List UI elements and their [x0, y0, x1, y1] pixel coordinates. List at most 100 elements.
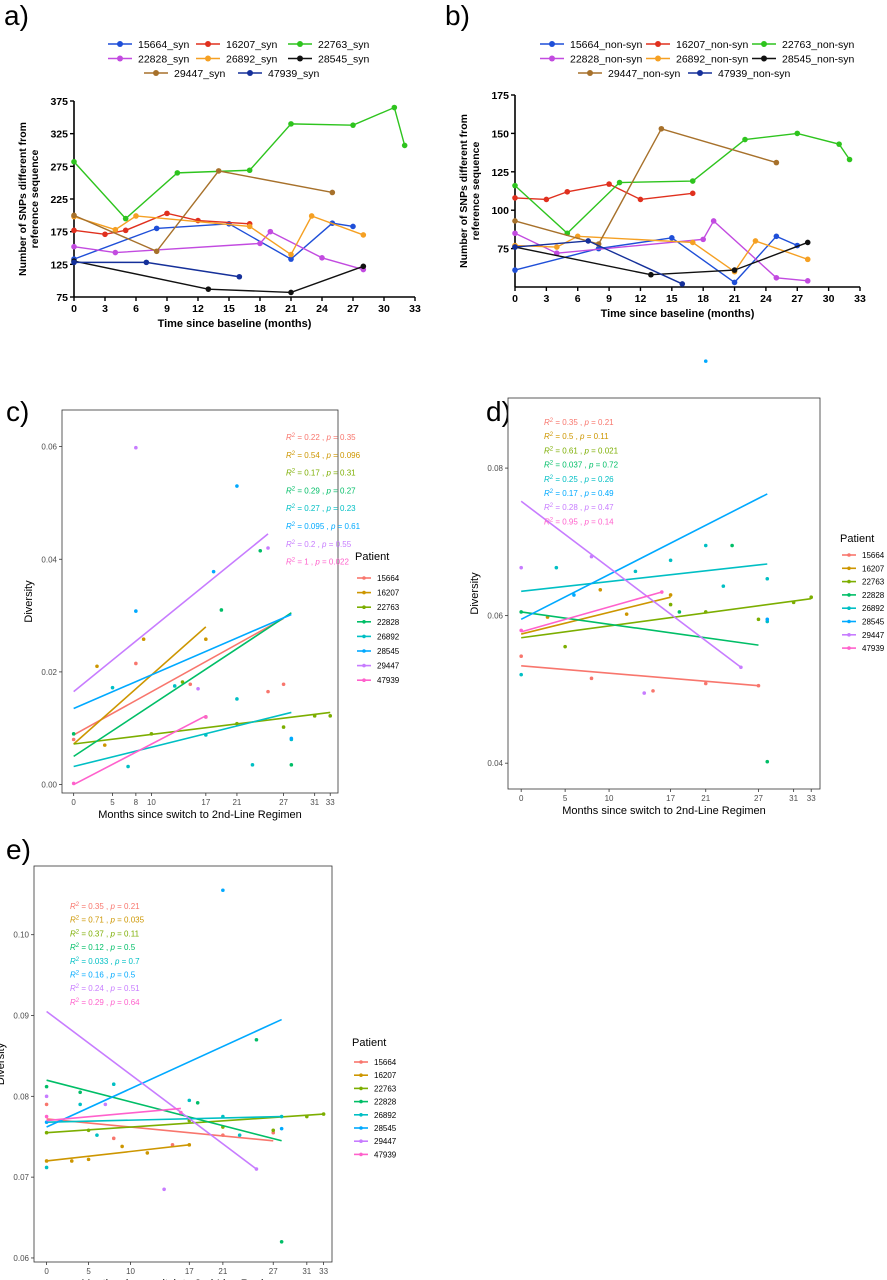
panel-d-x-tick-label: 33	[807, 794, 816, 803]
panel-e-data-point-22828	[279, 1239, 284, 1244]
panel-e-legend-swatch-marker	[359, 1086, 363, 1091]
panel-b-data-point-26892_non-syn	[804, 256, 811, 263]
panel-b-y-axis-title: Number of SNPs different from	[458, 114, 470, 268]
panel-b-data-point-16207_non-syn	[564, 188, 571, 195]
panel-b-data-point-29447_non-syn	[512, 218, 518, 224]
panel-b-data-point-16207_non-syn	[606, 181, 612, 187]
panel-d-data-point-26892	[721, 584, 726, 588]
panel-a-x-tick-label: 6	[133, 303, 139, 315]
panel-e-x-tick-label: 31	[302, 1267, 311, 1276]
panel-d-data-point-22828	[677, 610, 682, 614]
panel-c-x-tick-label: 31	[310, 798, 319, 807]
panel-a-data-point-22763_syn	[71, 158, 77, 165]
panel-a-series-line-29447_syn	[73, 170, 333, 253]
panel-e-data-point-15664	[221, 1133, 225, 1137]
panel-c-x-tick-label: 27	[279, 798, 288, 807]
panel-d-data-point-16207	[668, 593, 673, 597]
panel-e-legend-label: 28545	[374, 1124, 397, 1133]
panel-d-data-point-26892	[554, 565, 559, 570]
panel-b-series-line-29447_non-syn	[514, 127, 777, 245]
panel-b-data-point-22828_non-syn	[700, 236, 706, 243]
panel-a-legend-label: 15664_syn	[138, 39, 190, 51]
panel-c-data-point-28545	[211, 569, 216, 574]
panel-b-series-line-22763_non-syn	[514, 132, 851, 235]
panel-e-data-point-26892	[78, 1102, 82, 1107]
panel-a-x-tick-label: 21	[285, 303, 297, 315]
panel-e-y-axis-title: Diversity	[0, 1042, 7, 1085]
panel-e-data-point-29447	[254, 1167, 259, 1171]
panel-e-x-tick-label: 10	[126, 1267, 135, 1276]
panel-c-data-point-22763	[312, 714, 317, 718]
panel-b-data-point-22763_non-syn	[794, 130, 801, 137]
panel-b-legend-label: 22763_non-syn	[782, 39, 855, 51]
panel-d-data-point-15664	[589, 676, 594, 681]
panel-d-fit-line-26892	[521, 563, 768, 593]
panel-a-series-line-16207_syn	[73, 212, 250, 235]
panel-d-legend-label: 22763	[862, 578, 885, 587]
panel-b-data-point-22763_non-syn	[689, 178, 696, 184]
panel-b-data-point-22828_non-syn	[710, 218, 717, 224]
panel-d-x-tick-label: 27	[754, 794, 763, 803]
panel-a-y-tick-label: 375	[50, 96, 68, 108]
panel-e-legend-swatch-marker	[359, 1073, 363, 1077]
panel-c-data-point-26892	[172, 684, 177, 688]
panel-b-legend-swatch-marker	[655, 55, 661, 62]
panel-b-y-axis-title-line2: reference sequence	[470, 142, 482, 241]
panel-c-fit-line-16207	[73, 626, 207, 745]
panel-d-x-tick-label: 17	[666, 794, 675, 803]
panel-b-data-point-15664_non-syn	[773, 233, 780, 240]
panel-a-data-point-22828_syn	[319, 254, 325, 261]
panel-d-legend-label: 22828	[862, 591, 885, 600]
panel-e-y-tick-label: 0.09	[13, 1012, 29, 1021]
panel-a-x-tick-label: 27	[347, 303, 359, 315]
panel-d-legend-label: 15664	[862, 551, 885, 560]
panel-c-x-tick-label: 17	[201, 798, 210, 807]
panel-e-y-tick-label: 0.06	[13, 1254, 29, 1263]
panel-e-data-point-28545	[279, 1126, 284, 1131]
panel-c-fit-line-22763	[73, 711, 331, 745]
panel-e-fit-line-26892	[46, 1115, 282, 1123]
panel-e-stat-annotation-16207: R2 = 0.71 , p = 0.035	[70, 916, 145, 925]
panel-e-stat-annotation-22763: R2 = 0.37 , p = 0.11	[70, 929, 140, 938]
panel-c-data-point-16207	[141, 637, 146, 642]
panel-b-series-line-28545_non-syn	[514, 241, 808, 276]
panel-d-y-tick-label: 0.06	[487, 612, 503, 621]
panel-a-data-point-26892_syn	[308, 213, 315, 219]
panel-d-data-point-47939	[660, 590, 664, 594]
panel-b-data-point-26892_non-syn	[554, 244, 560, 250]
panel-d-data-point-26892	[703, 543, 708, 548]
panel-a-data-point-22828_syn	[267, 228, 274, 235]
panel-a-legend-swatch-marker	[297, 55, 303, 62]
panel-b-series-line-16207_non-syn	[514, 183, 693, 201]
panel-b-x-tick-label: 30	[823, 293, 835, 305]
panel-c-data-point-16207	[204, 637, 208, 642]
panel-e-fit-line-15664	[46, 1118, 274, 1142]
panel-d-data-point-29447	[519, 565, 523, 570]
panel-b-data-point-28545_non-syn	[648, 271, 654, 278]
panel-e-legend-label: 26892	[374, 1111, 397, 1120]
panel-c-data-point-26892	[250, 763, 255, 767]
panel-d-fit-line-15664	[521, 665, 759, 687]
panel-c-fit-line-26892	[73, 711, 292, 768]
panel-a-x-tick-label: 9	[164, 303, 170, 315]
panel-e-data-point-26892	[95, 1133, 99, 1137]
panel-e-data-point-22763	[321, 1112, 326, 1116]
panel-d-data-point-47939	[519, 628, 523, 633]
panel-b-legend-swatch-marker	[549, 55, 555, 62]
panel-b-data-point-47939_non-syn	[679, 281, 686, 287]
panel-c-fit-line-29447	[73, 533, 269, 693]
panel-c-y-tick-label: 0.02	[41, 668, 57, 677]
panel-d-stat-annotation-47939: R2 = 0.95 , p = 0.14	[544, 517, 614, 526]
panel-e-data-point-26892	[221, 1114, 225, 1119]
panel-e-legend-label: 16207	[374, 1071, 397, 1080]
panel-e-stat-annotation-26892: R2 = 0.033 , p = 0.7	[70, 957, 140, 966]
panel-e-data-point-22828	[195, 1100, 200, 1105]
panel-d-x-tick-label: 21	[701, 794, 710, 803]
panel-a-data-point-47939_syn	[236, 273, 243, 280]
panel-d-data-point-26892	[765, 576, 770, 581]
panel-a-data-point-26892_syn	[133, 213, 139, 219]
panel-d-fit-line-16207	[520, 596, 671, 635]
panel-e-data-point-26892	[279, 1114, 284, 1119]
panel-c-y-tick-label: 0.00	[41, 781, 57, 790]
panel-e-data-point-26892	[44, 1165, 49, 1170]
